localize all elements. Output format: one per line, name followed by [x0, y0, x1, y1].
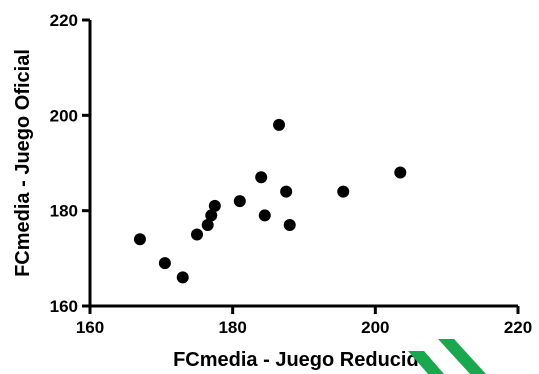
corner-mark-stripe [438, 339, 486, 374]
data-point [205, 209, 218, 222]
y-axis-title: FCmedia - Juego Oficial [12, 49, 34, 277]
data-point [283, 218, 296, 231]
data-point [394, 166, 407, 179]
data-point [158, 257, 171, 270]
data-point [208, 199, 221, 212]
data-point [201, 218, 214, 231]
y-tick-label: 200 [50, 106, 78, 125]
y-axis: 160 180 200 220 [50, 11, 92, 316]
x-tick-label: 200 [361, 318, 389, 337]
data-point [176, 271, 189, 284]
data-point [191, 228, 203, 241]
x-tick-label: 160 [76, 318, 104, 337]
data-point [273, 118, 286, 131]
corner-mark-icon [408, 339, 486, 374]
x-tick-label: 220 [504, 318, 532, 337]
y-tick-label: 180 [50, 202, 78, 221]
x-tick-label: 180 [218, 318, 246, 337]
data-point [233, 195, 246, 208]
data-points [133, 118, 407, 284]
y-tick-label: 160 [50, 297, 78, 316]
data-point [258, 209, 271, 222]
data-point [255, 171, 268, 184]
data-point [280, 185, 293, 198]
x-axis-title: FCmedia - Juego Reducido [173, 349, 431, 371]
data-point [337, 185, 350, 198]
y-tick-label: 220 [50, 11, 78, 30]
x-axis: 160 180 200 220 [76, 304, 532, 337]
data-point [133, 233, 146, 246]
corner-mark-stripe [408, 351, 444, 374]
